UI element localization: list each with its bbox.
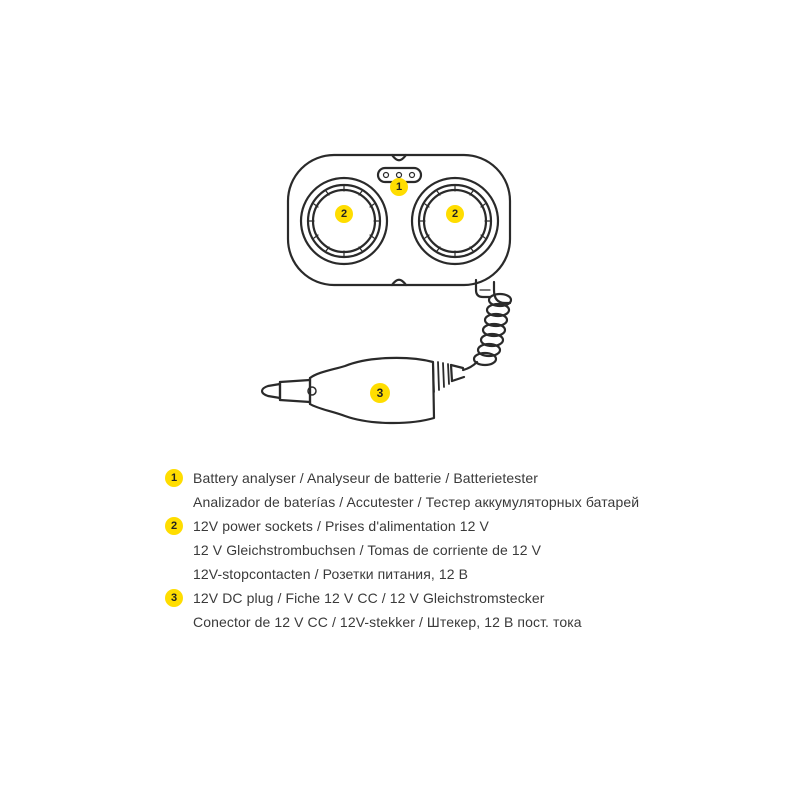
- legend-item-2-line-3: 12V-stopcontacten / Розетки питания, 12 …: [165, 564, 725, 584]
- callout-badge-1: 1: [390, 178, 408, 196]
- legend-item-2-line-1: 2 12V power sockets / Prises d'alimentat…: [165, 516, 725, 536]
- legend-badge-1: 1: [165, 469, 183, 487]
- legend-item-3-line-1: 3 12V DC plug / Fiche 12 V CC / 12 V Gle…: [165, 588, 725, 608]
- legend-text: 12V DC plug / Fiche 12 V CC / 12 V Gleic…: [193, 588, 545, 608]
- legend-text: 12V-stopcontacten / Розетки питания, 12 …: [193, 564, 468, 584]
- legend-text: 12 V Gleichstrombuchsen / Tomas de corri…: [193, 540, 541, 560]
- legend-text: 12V power sockets / Prises d'alimentatio…: [193, 516, 489, 536]
- legend: 1 Battery analyser / Analyseur de batter…: [165, 468, 725, 636]
- callout-badge-2-left: 2: [335, 205, 353, 223]
- product-diagram: 1 2 2 3: [0, 0, 800, 460]
- legend-text: Battery analyser / Analyseur de batterie…: [193, 468, 538, 488]
- diagram-svg: [0, 0, 800, 460]
- legend-item-1-line-1: 1 Battery analyser / Analyseur de batter…: [165, 468, 725, 488]
- callout-badge-2-right: 2: [446, 205, 464, 223]
- legend-badge-3: 3: [165, 589, 183, 607]
- legend-text: Analizador de baterías / Accutester / Те…: [193, 492, 639, 512]
- legend-text: Conector de 12 V CC / 12V-stekker / Штек…: [193, 612, 582, 632]
- callout-badge-3: 3: [370, 383, 390, 403]
- legend-item-2-line-2: 12 V Gleichstrombuchsen / Tomas de corri…: [165, 540, 725, 560]
- legend-item-3-line-2: Conector de 12 V CC / 12V-stekker / Штек…: [165, 612, 725, 632]
- legend-badge-2: 2: [165, 517, 183, 535]
- legend-item-1-line-2: Analizador de baterías / Accutester / Те…: [165, 492, 725, 512]
